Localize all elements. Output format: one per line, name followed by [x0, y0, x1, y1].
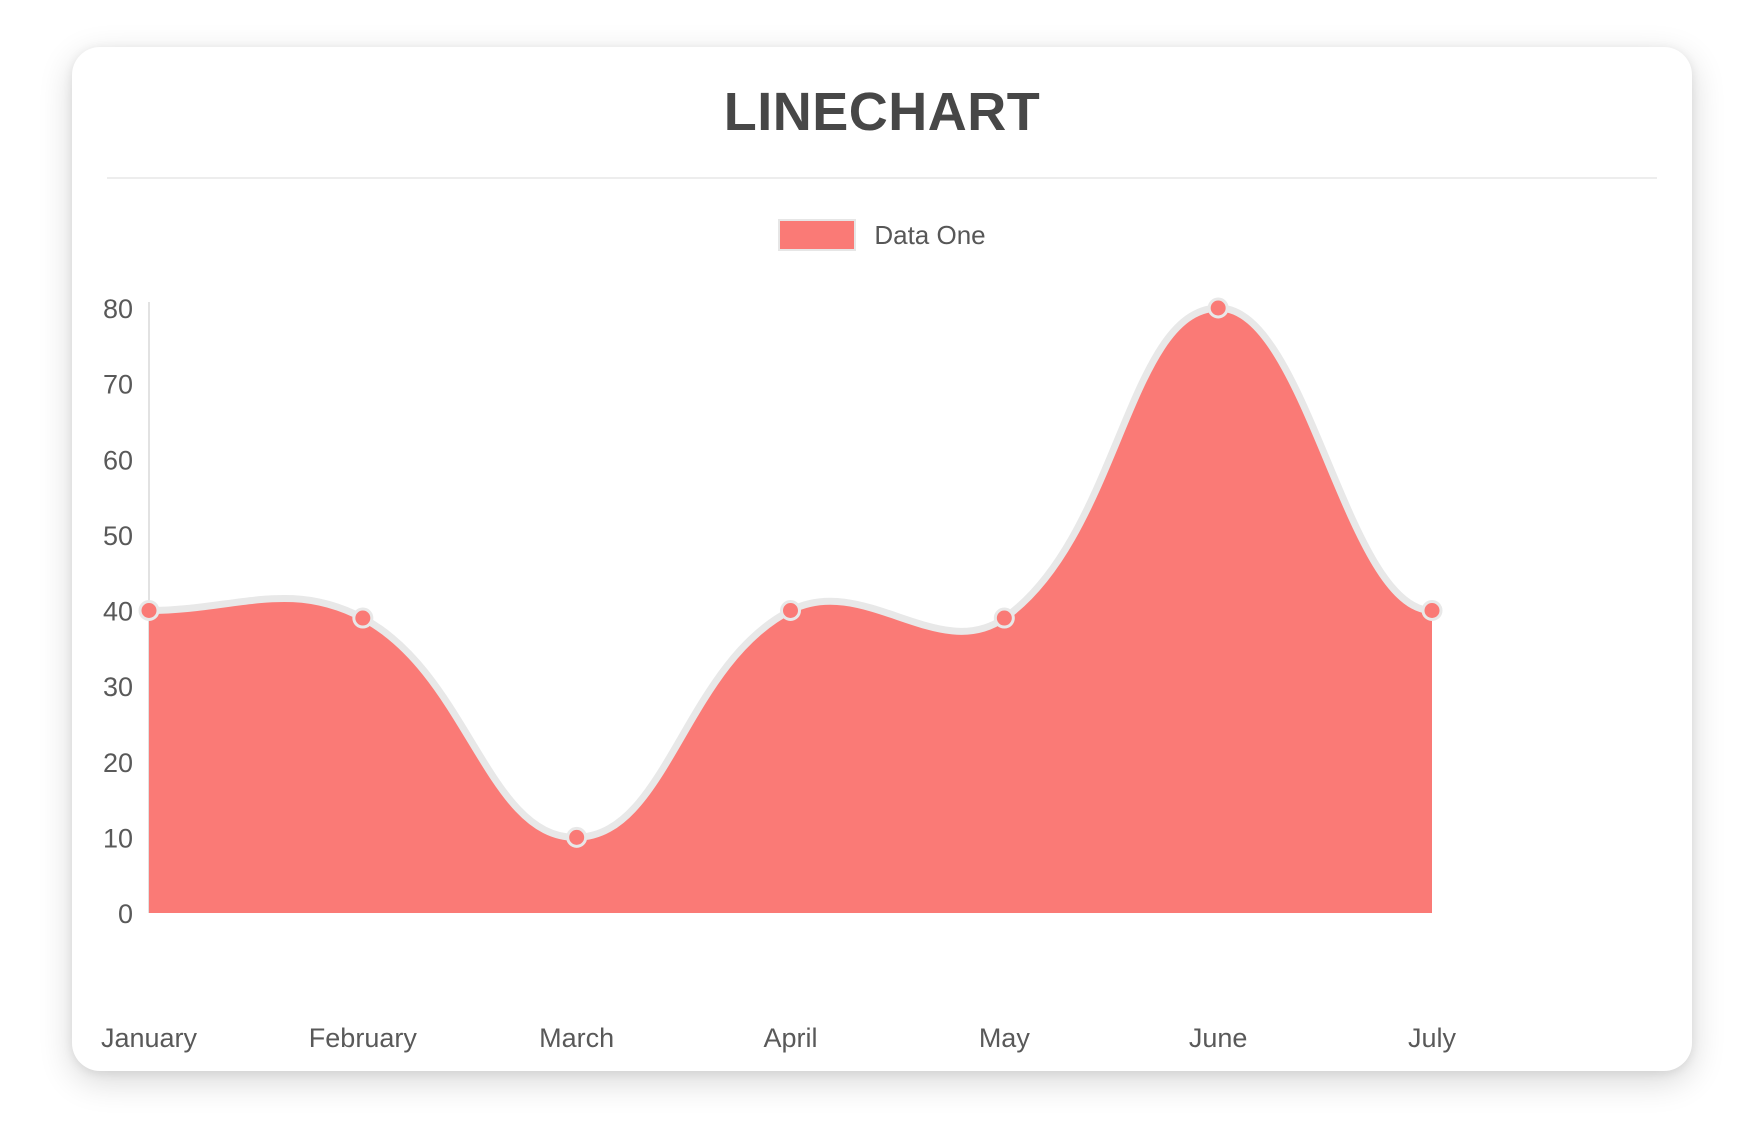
legend-item-data-one[interactable]: Data One: [778, 219, 986, 251]
series-line-data-one: [145, 304, 1436, 841]
data-point[interactable]: [1207, 297, 1229, 319]
card-header: LINECHART: [72, 47, 1692, 177]
x-axis-tick-label: May: [979, 1023, 1031, 1053]
x-axis-tick-label: March: [539, 1023, 614, 1053]
x-axis-tick-label: April: [763, 1023, 817, 1053]
y-axis-tick-label: 10: [103, 823, 133, 853]
y-axis-tick-labels: 80 70 60 50 40 30 20 10 0: [103, 294, 133, 929]
x-axis-tick-label: January: [101, 1023, 198, 1053]
x-axis-tick-label: July: [1408, 1023, 1457, 1053]
series-points-data-one[interactable]: [138, 297, 1443, 848]
y-axis-tick-label: 30: [103, 672, 133, 702]
y-axis-tick-label: 40: [103, 597, 133, 627]
legend-swatch-icon: [778, 219, 857, 251]
y-axis-tick-label: 50: [103, 521, 133, 551]
chart-card: LINECHART Data One 80 70 60 50 40 30 20 10 0: [72, 47, 1692, 1071]
data-point[interactable]: [780, 600, 801, 621]
data-point[interactable]: [138, 600, 160, 621]
x-axis-tick-label: February: [309, 1023, 418, 1053]
line-chart-svg[interactable]: 80 70 60 50 40 30 20 10 0 January February March Ap…: [72, 243, 1692, 1071]
y-axis-tick-label: 70: [103, 370, 133, 400]
data-point[interactable]: [1421, 600, 1443, 621]
data-point[interactable]: [993, 607, 1015, 629]
y-axis-tick-label: 80: [103, 294, 133, 324]
legend-item-label: Data One: [874, 219, 986, 250]
y-axis-tick-label: 20: [103, 748, 133, 778]
page-title: LINECHART: [723, 82, 1041, 142]
header-divider: [107, 177, 1657, 179]
y-axis-tick-label: 0: [118, 899, 133, 929]
x-axis-tick-labels: January February March April May June July: [101, 1023, 1457, 1053]
data-point[interactable]: [566, 826, 588, 848]
x-axis-tick-label: June: [1189, 1023, 1248, 1053]
y-axis-tick-label: 60: [103, 445, 133, 475]
chart-legend: Data One: [72, 219, 1692, 251]
data-point[interactable]: [352, 607, 374, 629]
plot-area: 80 70 60 50 40 30 20 10 0 January February March Ap…: [72, 243, 1692, 1071]
